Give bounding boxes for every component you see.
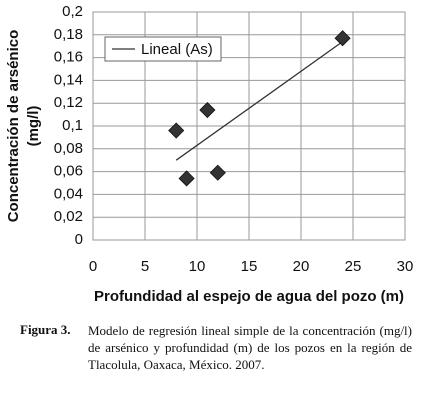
y-axis-label: (mg/l) <box>25 106 42 147</box>
y-axis-label: Concentración de arsénico <box>5 30 22 223</box>
caption-text: Modelo de regresión lineal simple de la … <box>88 323 412 372</box>
y-tick-label: 0,18 <box>54 26 83 43</box>
y-tick-label: 0,02 <box>54 208 83 225</box>
y-tick-label: 0,16 <box>54 49 83 66</box>
y-tick-label: 0 <box>75 231 83 248</box>
chart: 0 0,02 0,04 0,06 0,08 0,1 0,12 0,14 0,16 0,18 0,2 0… <box>5 3 414 305</box>
data-point <box>209 164 226 181</box>
x-tick-label: 5 <box>141 258 149 275</box>
y-tick-label: 0,08 <box>54 140 83 157</box>
x-tick-label: 10 <box>189 258 206 275</box>
x-tick-label: 25 <box>345 258 362 275</box>
data-point <box>168 122 185 139</box>
data-point <box>178 170 195 187</box>
y-tick-label: 0,1 <box>62 117 83 134</box>
y-tick-label: 0,06 <box>54 163 83 180</box>
caption-label: Figura 3. <box>20 322 71 337</box>
caption: Figura 3. Modelo de regresión lineal sim… <box>20 322 412 373</box>
data-point <box>334 30 351 47</box>
y-tick-label: 0,12 <box>54 94 83 111</box>
legend: Lineal (As) <box>104 36 222 62</box>
x-tick-label: 20 <box>293 258 310 275</box>
x-axis-label: Profundidad al espejo de agua del pozo (… <box>94 288 404 305</box>
legend-label: Lineal (As) <box>141 41 213 58</box>
y-tick-label: 0,04 <box>54 185 83 202</box>
y-tick-label: 0,14 <box>54 71 83 88</box>
trendline <box>175 41 343 161</box>
x-tick-label: 30 <box>397 258 414 275</box>
data-point <box>199 101 216 119</box>
y-tick-label: 0,2 <box>62 3 83 20</box>
x-tick-label: 15 <box>241 258 258 275</box>
x-tick-label: 0 <box>89 258 97 275</box>
